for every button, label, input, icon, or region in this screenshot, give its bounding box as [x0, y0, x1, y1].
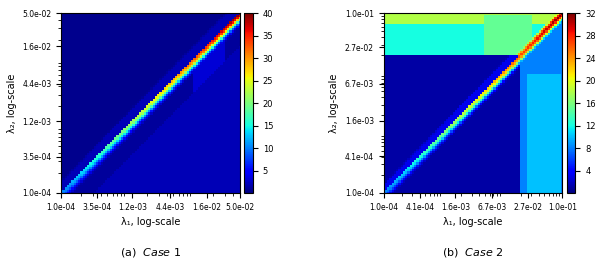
Y-axis label: λ₂, log-scale: λ₂, log-scale — [7, 73, 16, 133]
Y-axis label: λ₂, log-scale: λ₂, log-scale — [329, 73, 339, 133]
X-axis label: λ₁, log-scale: λ₁, log-scale — [443, 217, 503, 227]
Title: (b)  $\it{Case\ 2}$: (b) $\it{Case\ 2}$ — [442, 246, 504, 259]
X-axis label: λ₁, log-scale: λ₁, log-scale — [120, 217, 180, 227]
Title: (a)  $\it{Case\ 1}$: (a) $\it{Case\ 1}$ — [120, 246, 181, 259]
